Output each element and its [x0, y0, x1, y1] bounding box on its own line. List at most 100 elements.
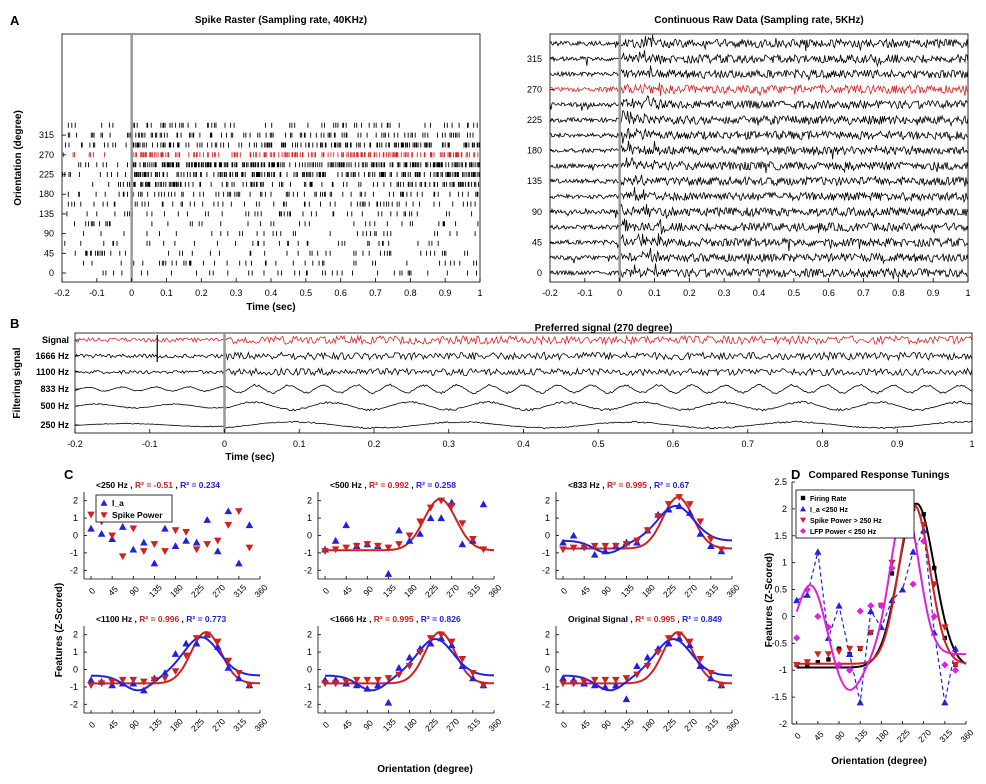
compare-point [920, 537, 928, 545]
tuning-point-red [469, 535, 477, 543]
filter-xtick-label: 0.4 [517, 439, 530, 449]
compare-series-3 [793, 505, 966, 691]
tuning-xtick-label: 135 [619, 582, 636, 599]
raw-trace-22.5 [549, 247, 969, 265]
raw-trace-45 [549, 232, 969, 252]
tuning-point-blue [352, 681, 361, 689]
tuning-point-blue [416, 529, 424, 537]
tuning-point-blue [245, 521, 254, 529]
tuning-point-blue [192, 538, 201, 546]
tuning-point-red [224, 657, 233, 665]
compare-point [920, 522, 928, 529]
compare-fit-curve [796, 504, 967, 665]
tuning-ytick-label: 0 [307, 531, 312, 541]
tuning-point-blue [601, 683, 610, 690]
raster-ytick-label: 45 [44, 248, 54, 258]
compare-legend-box [795, 489, 915, 539]
tuning-point-blue [426, 514, 435, 522]
tuning-xtick-label: 315 [465, 582, 482, 599]
tuning-point-red [405, 662, 414, 670]
legend-marker-blue [100, 499, 108, 506]
raster-row-337.5 [67, 122, 478, 128]
tuning-point-blue [633, 662, 641, 670]
tuning-point-blue [696, 662, 705, 670]
tuning-ytick-label: -2 [542, 699, 550, 709]
panel-letter-b: B [10, 316, 20, 331]
tuning-point-red [352, 542, 361, 550]
tuning-point-blue [129, 545, 138, 553]
tuning-point-blue [395, 663, 403, 671]
tuning-point-blue [405, 653, 414, 661]
raster-ytick-label: 270 [39, 150, 54, 160]
tuning-point-red [352, 676, 361, 684]
tuning-point-blue [664, 639, 673, 647]
tuning-point-blue [405, 536, 414, 544]
raw-xtick-label: 0.7 [857, 288, 870, 298]
tuning-xtick-label: 315 [465, 716, 482, 733]
tuning-r2-blue: R² = 0.67 [654, 480, 689, 490]
tuning-point-red [150, 541, 159, 548]
tuning-title-band: <250 Hz , [96, 480, 135, 490]
tuning-r2-red: R² = 0.996 [139, 614, 179, 624]
tuning-point-red [416, 649, 424, 656]
tuning-ytick-label: 1 [307, 647, 312, 657]
tuning-point-red [437, 497, 445, 505]
tuning-ytick-label: 1 [307, 513, 312, 523]
raster-xtick-label: 0.2 [195, 288, 208, 298]
raw-xtick-label: 1 [965, 288, 970, 298]
tuning-point-red [129, 525, 138, 533]
raster-row-0 [102, 270, 477, 276]
tuning-point-blue [707, 542, 715, 549]
tuning-r2-blue: R² = 0.773 [186, 614, 226, 624]
tuning-ytick-label: 2 [73, 496, 78, 506]
legend-marker-red [100, 512, 108, 519]
compare-point [826, 657, 831, 662]
tuning-point-blue [685, 509, 694, 516]
compare-point [835, 648, 843, 655]
tuning-point-blue [437, 514, 445, 522]
tuning-xtick-label: 180 [168, 716, 185, 733]
tuning-point-red [108, 678, 116, 686]
tuning-point-red [342, 678, 350, 686]
tuning-xtick-label: 180 [640, 716, 657, 733]
raw-trace-112.5 [549, 187, 969, 204]
compare-xtick-label: 315 [937, 727, 954, 744]
tuning-point-red [612, 676, 620, 684]
compare-ytick-label: -1.5 [771, 692, 787, 702]
raw-trace-315 [549, 50, 969, 68]
compare-point [921, 512, 926, 517]
compare-ytick-label: 0 [782, 611, 787, 621]
compare-point [951, 666, 960, 674]
tuning-xtick-label: 0 [87, 585, 98, 596]
tuning-xtick-label: 90 [361, 584, 375, 598]
raster-spikes [83, 260, 477, 266]
raw-xtick-label: 0 [617, 288, 622, 298]
tuning-point-red [717, 546, 726, 554]
tuning-point-red [707, 535, 715, 543]
tuning-point-red [664, 635, 673, 642]
raster-ytick-label: 180 [39, 189, 54, 199]
legend-label-blue: I_a [112, 498, 124, 508]
tuning-point-red [87, 511, 95, 519]
legend-label: I_a <250 Hz [810, 507, 848, 514]
tuning-point-blue [150, 559, 159, 567]
raster-row-135 [66, 211, 473, 217]
filter-xtick-label: 0.7 [741, 439, 754, 449]
tuning-xtick-label: 90 [127, 584, 141, 598]
filter-row-label: 1100 Hz [36, 367, 70, 377]
compare-point [824, 623, 833, 631]
raster-spikes [66, 211, 473, 217]
tuning-point-red [321, 680, 329, 688]
tuning-point-red [245, 682, 254, 689]
compare-point [909, 548, 917, 555]
compare-ytick-label: 2.5 [774, 477, 787, 487]
compare-xtick-label: 270 [916, 727, 933, 744]
tuning-point-red [633, 671, 641, 679]
tuning-point-red [569, 544, 578, 552]
tuning-subplot-3: -2 -1 0 1 2 0 45 90 135 180 225 270 315 360 <1100 Hz ,… [70, 614, 270, 733]
tuning-title-sep: , [179, 614, 186, 624]
tuning-title-band: <1666 Hz , [330, 614, 374, 624]
filter-xtick-label: 0.3 [442, 439, 455, 449]
tuning-point-red [245, 544, 254, 552]
raster-xtick-label: 0.3 [230, 288, 243, 298]
